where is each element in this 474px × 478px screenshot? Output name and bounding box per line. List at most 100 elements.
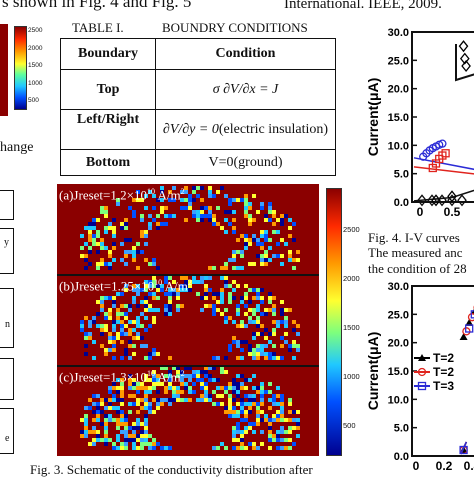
conductivity-cell xyxy=(244,340,248,344)
conductivity-cell xyxy=(128,328,132,332)
conductivity-cell xyxy=(112,340,116,344)
y-tick-label: 20.0 xyxy=(388,84,409,96)
conductivity-cell xyxy=(104,434,108,438)
conductivity-cell xyxy=(116,332,120,336)
conductivity-cell xyxy=(220,266,224,270)
conductivity-cell xyxy=(224,280,228,284)
conductivity-cell xyxy=(224,410,228,414)
conductivity-cell xyxy=(96,218,100,222)
conductivity-cell xyxy=(212,218,216,222)
conductivity-cell xyxy=(112,258,116,262)
conductivity-cell xyxy=(80,434,84,438)
conductivity-cell xyxy=(268,246,272,250)
conductivity-cell xyxy=(88,226,92,230)
conductivity-cell xyxy=(288,402,292,406)
conductivity-cell xyxy=(136,336,140,340)
conductivity-cell xyxy=(276,430,280,434)
conductivity-cell xyxy=(84,266,88,270)
conductivity-cell xyxy=(132,344,136,348)
conductivity-cell xyxy=(208,394,212,398)
conductivity-cell xyxy=(232,398,236,402)
conductivity-cell xyxy=(180,398,184,402)
conductivity-cell xyxy=(216,394,220,398)
conductivity-cell xyxy=(260,390,264,394)
conductivity-cell xyxy=(276,434,280,438)
conductivity-cell xyxy=(112,246,116,250)
conductivity-cell xyxy=(244,198,248,202)
conductivity-cell xyxy=(244,246,248,250)
conductivity-cell xyxy=(240,398,244,402)
conductivity-cell xyxy=(292,222,296,226)
conductivity-cell xyxy=(216,446,220,450)
conductivity-cell xyxy=(116,406,120,410)
conductivity-cell xyxy=(196,292,200,296)
conductivity-cell xyxy=(128,344,132,348)
conductivity-cell xyxy=(244,214,248,218)
conductivity-cell xyxy=(236,394,240,398)
conductivity-cell xyxy=(244,292,248,296)
conductivity-cell xyxy=(164,390,168,394)
conductivity-cell xyxy=(220,442,224,446)
conductivity-cell xyxy=(276,356,280,360)
conductivity-cell xyxy=(288,226,292,230)
conductivity-cell xyxy=(140,344,144,348)
conductivity-cell xyxy=(124,438,128,442)
conductivity-cell xyxy=(244,238,248,242)
conductivity-cell xyxy=(236,324,240,328)
conductivity-cell xyxy=(148,356,152,360)
conductivity-cell xyxy=(124,430,128,434)
conductivity-cell xyxy=(100,246,104,250)
conductivity-cell xyxy=(88,222,92,226)
conductivity-cell xyxy=(232,426,236,430)
x-tick-label: 0 xyxy=(413,459,420,473)
conductivity-cell xyxy=(132,246,136,250)
conductivity-cell xyxy=(144,430,148,434)
conductivity-cell xyxy=(132,250,136,254)
conductivity-cell xyxy=(264,258,268,262)
conductivity-cell xyxy=(96,242,100,246)
conductivity-cell xyxy=(104,226,108,230)
conductivity-cell xyxy=(116,336,120,340)
conductivity-cell xyxy=(228,398,232,402)
conductivity-cell xyxy=(144,426,148,430)
conductivity-cell xyxy=(136,422,140,426)
figure3-colorbar-ticks: 2500 2000 1500 1000 500 xyxy=(343,205,360,450)
conductivity-cell xyxy=(156,390,160,394)
conductivity-cell xyxy=(96,430,100,434)
conductivity-cell xyxy=(80,246,84,250)
conductivity-cell xyxy=(244,202,248,206)
conductivity-cell xyxy=(104,214,108,218)
conductivity-cell xyxy=(132,434,136,438)
conductivity-cell xyxy=(172,390,176,394)
conductivity-cell xyxy=(100,422,104,426)
conductivity-cell xyxy=(296,410,300,414)
conductivity-cell xyxy=(96,262,100,266)
conductivity-cell xyxy=(280,402,284,406)
conductivity-cell xyxy=(264,328,268,332)
conductivity-cell xyxy=(256,418,260,422)
data-point xyxy=(463,328,470,335)
conductivity-cell xyxy=(148,324,152,328)
table-caption-number: TABLE I. xyxy=(72,20,124,36)
conductivity-cell xyxy=(136,410,140,414)
conductivity-cell xyxy=(116,438,120,442)
conductivity-cell xyxy=(120,324,124,328)
conductivity-cell xyxy=(228,284,232,288)
conductivity-cell xyxy=(272,418,276,422)
conductivity-cell xyxy=(132,394,136,398)
conductivity-cell xyxy=(280,394,284,398)
conductivity-cell xyxy=(104,430,108,434)
conductivity-cell xyxy=(196,218,200,222)
conductivity-cell xyxy=(124,218,128,222)
conductivity-cell xyxy=(284,438,288,442)
conductivity-cell xyxy=(120,328,124,332)
conductivity-cell xyxy=(204,398,208,402)
conductivity-cell xyxy=(244,386,248,390)
conductivity-cell xyxy=(252,308,256,312)
conductivity-cell xyxy=(88,332,92,336)
conductivity-cell xyxy=(280,406,284,410)
conductivity-cell xyxy=(188,378,192,382)
conductivity-cell xyxy=(128,320,132,324)
conductivity-cell xyxy=(276,438,280,442)
conductivity-cell xyxy=(204,382,208,386)
